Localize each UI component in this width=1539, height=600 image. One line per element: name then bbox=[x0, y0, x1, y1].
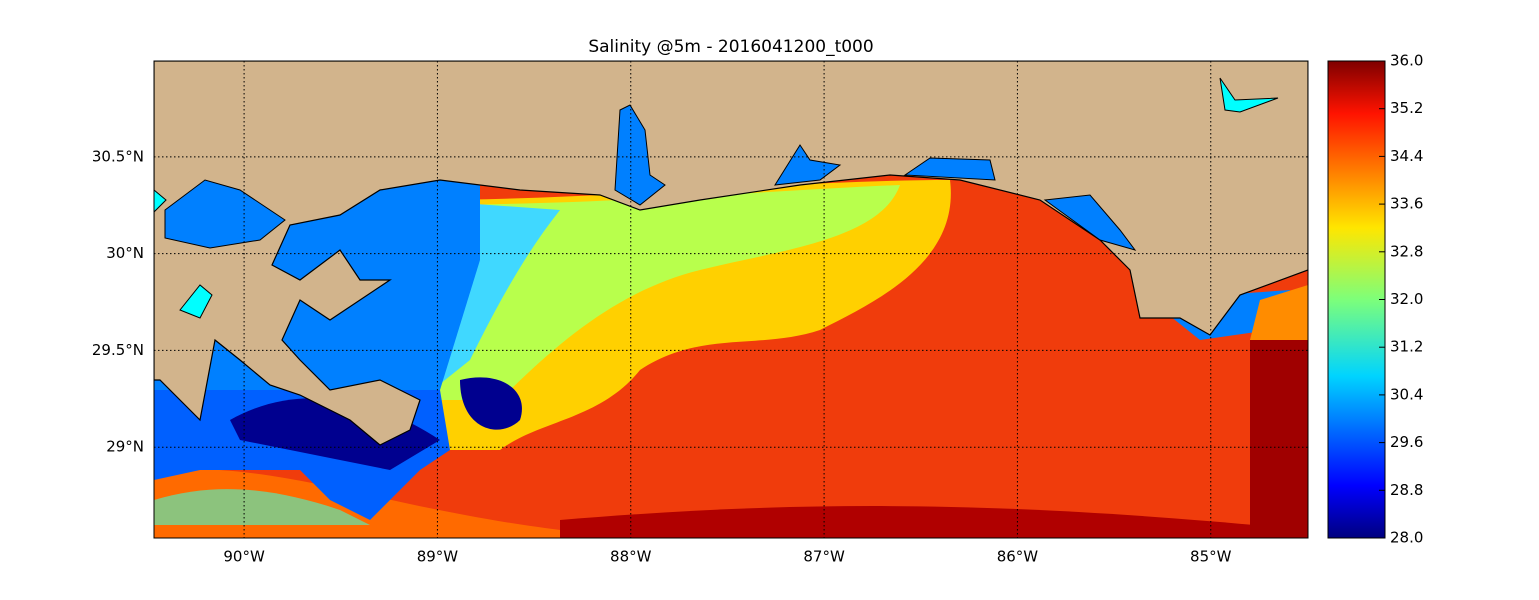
colorbar-tick-label: 28.8 bbox=[1390, 481, 1423, 499]
x-tick-label: 85°W bbox=[1190, 548, 1232, 566]
map-field bbox=[154, 61, 1308, 538]
colorbar-tick-label: 30.4 bbox=[1390, 385, 1423, 403]
colorbar-tick-label: 28.0 bbox=[1390, 529, 1423, 547]
colorbar-tick-label: 35.2 bbox=[1390, 99, 1423, 117]
map-frame bbox=[153, 60, 1309, 539]
colorbar-tick-label: 34.4 bbox=[1390, 147, 1423, 165]
colorbar-tick-label: 33.6 bbox=[1390, 195, 1423, 213]
colorbar-tick-label: 29.6 bbox=[1390, 433, 1423, 451]
x-tick-label: 86°W bbox=[997, 548, 1039, 566]
colorbar-tick-label: 32.8 bbox=[1390, 242, 1423, 260]
x-tick-label: 90°W bbox=[223, 548, 265, 566]
x-tick-label: 87°W bbox=[803, 548, 845, 566]
y-tick-label: 29.5°N bbox=[92, 341, 144, 359]
y-tick-label: 30°N bbox=[106, 244, 144, 262]
y-tick-label: 29°N bbox=[106, 438, 144, 456]
y-tick-label: 30.5°N bbox=[92, 147, 144, 165]
x-tick-label: 89°W bbox=[417, 548, 459, 566]
colorbar-tick-label: 31.2 bbox=[1390, 338, 1423, 356]
colorbar-tick-label: 32.0 bbox=[1390, 290, 1423, 308]
colorbar-tick-label: 36.0 bbox=[1390, 52, 1423, 70]
map-title: Salinity @5m - 2016041200_t000 bbox=[588, 37, 873, 57]
x-tick-label: 88°W bbox=[610, 548, 652, 566]
colorbar bbox=[1327, 60, 1386, 539]
